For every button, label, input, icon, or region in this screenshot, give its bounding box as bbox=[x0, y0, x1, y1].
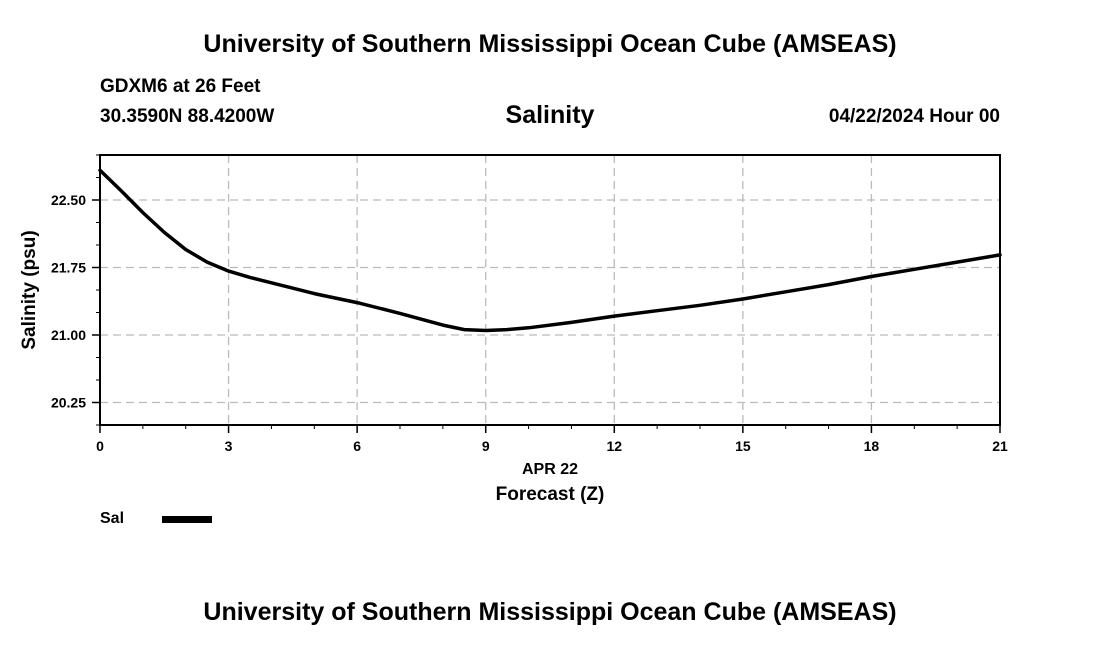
x-tick-label: 9 bbox=[482, 438, 490, 454]
series-line-salinity bbox=[98, 168, 1002, 333]
footer-title: University of Southern Mississippi Ocean… bbox=[203, 598, 897, 626]
plot-frame bbox=[99, 154, 1001, 426]
y-tick-label: 21.00 bbox=[51, 327, 86, 343]
x-tick-label: 21 bbox=[992, 438, 1008, 454]
page-title: University of Southern Mississippi Ocean… bbox=[203, 30, 897, 58]
station-coordinates: 30.3590N 88.4200W bbox=[100, 106, 275, 127]
forecast-datetime: 04/22/2024 Hour 00 bbox=[828, 106, 1000, 127]
x-tick-label: 3 bbox=[225, 438, 233, 454]
y-tick-label: 21.75 bbox=[51, 260, 86, 276]
y-tick-label: 22.50 bbox=[51, 192, 86, 208]
x-tick-label: 15 bbox=[735, 438, 751, 454]
x-tick-label: 18 bbox=[864, 438, 880, 454]
x-tick-label: 6 bbox=[353, 438, 361, 454]
x-axis-date-label: APR 22 bbox=[522, 461, 578, 478]
y-tick-label: 20.25 bbox=[51, 395, 86, 411]
legend-line-swatch bbox=[162, 516, 212, 523]
chart-title: Salinity bbox=[505, 101, 595, 129]
x-tick-label: 0 bbox=[96, 438, 104, 454]
y-axis-title: Salinity (psu) bbox=[19, 230, 40, 349]
legend-label: Sal bbox=[100, 510, 125, 527]
station-label: GDXM6 at 26 Feet bbox=[100, 76, 261, 97]
x-axis-title: Forecast (Z) bbox=[496, 484, 605, 505]
x-tick-label: 12 bbox=[606, 438, 622, 454]
